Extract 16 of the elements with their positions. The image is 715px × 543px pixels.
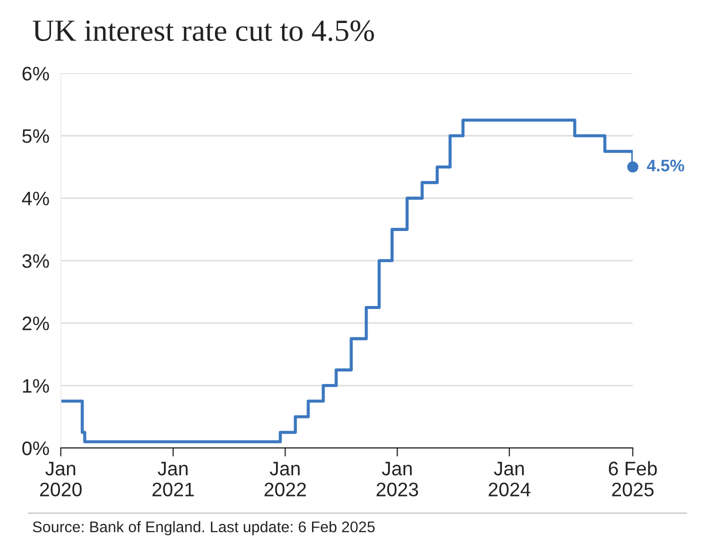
chart-title: UK interest rate cut to 4.5% [32,20,374,42]
y-tick-label: 0% [22,441,49,456]
annotation: 4.5% [646,160,684,172]
x-tick-label: 6 Feb 2025 [608,461,657,496]
y-tick-label: 3% [22,254,49,268]
x-tick-label: Jan 2024 [488,462,530,496]
x-tick-label: Jan 2023 [376,462,418,496]
x-tick-label: Jan 2021 [152,462,194,496]
y-tick-label: 5% [22,129,49,143]
x-tick-label: Jan 2020 [40,462,82,496]
y-tick-label: 4% [22,192,49,206]
source-note: Source: Bank of England. Last update: 6 Feb 2025 [32,521,375,536]
x-tick-label: Jan 2022 [264,462,306,496]
y-tick-label: 1% [23,379,49,393]
y-tick-label: 6% [22,66,49,81]
y-tick-label: 2% [22,316,49,330]
